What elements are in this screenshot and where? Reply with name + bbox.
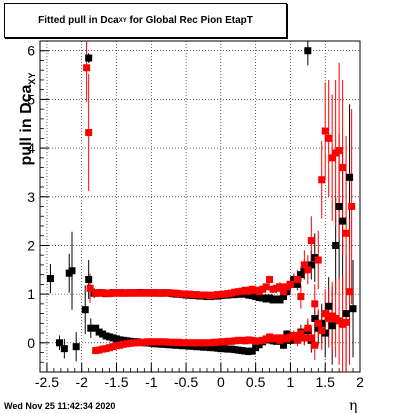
- x-tick-label: -2: [76, 374, 89, 390]
- red-data-point: [300, 334, 308, 342]
- red-data-point: [293, 276, 301, 284]
- black-data-point: [81, 306, 89, 314]
- x-tick-label: 1: [287, 374, 295, 390]
- black-data-point: [339, 217, 347, 225]
- x-tick-label: -2.5: [35, 374, 59, 390]
- x-tick-label: 2: [356, 374, 364, 390]
- black-data-point: [279, 293, 287, 301]
- y-tick-label: 1: [27, 286, 35, 302]
- title-rest: for Global Rec Pion EtapT: [126, 15, 253, 26]
- red-data-point: [325, 134, 333, 142]
- tick-label-layer: -2.5 -2 -1.5 -1 -0.5 0 0.5 1 1.5 2 0 1 2 3 4 5 6: [27, 43, 364, 390]
- red-data-point: [262, 283, 270, 291]
- red-data-point: [307, 237, 315, 245]
- grid-layer: [40, 41, 361, 372]
- red-data-point: [304, 324, 312, 332]
- black-data-point: [325, 302, 333, 310]
- tick-layer: [40, 50, 361, 372]
- black-data-point: [279, 341, 287, 349]
- y-tick-label: 2: [27, 237, 35, 253]
- black-data-point: [311, 314, 319, 322]
- black-data-point: [328, 322, 336, 330]
- red-data-point: [290, 331, 298, 339]
- red-data-point: [279, 288, 287, 296]
- red-data-point: [86, 284, 94, 292]
- red-data-point: [314, 319, 322, 327]
- x-tick-label: 0: [217, 374, 225, 390]
- title-main: Fitted pull in Dca: [38, 15, 119, 26]
- black-data-point: [335, 203, 343, 210]
- y-tick-label: 6: [27, 43, 35, 59]
- red-data-point: [293, 336, 301, 344]
- red-data-point: [85, 129, 93, 137]
- title-sub: XY: [118, 17, 127, 24]
- x-tick-label: -1.5: [104, 374, 128, 390]
- red-data-point: [342, 229, 350, 237]
- datestamp: Wed Nov 25 11:42:34 2020: [4, 401, 116, 411]
- red-data-point: [318, 327, 326, 335]
- red-data-point: [321, 127, 329, 135]
- red-data-point: [300, 261, 308, 269]
- black-data-point: [332, 241, 340, 249]
- black-data-point: [297, 271, 305, 279]
- red-data-point: [286, 280, 294, 288]
- red-data-point: [335, 147, 343, 155]
- red-data-point: [321, 310, 329, 318]
- red-data-point: [311, 341, 319, 349]
- red-data-point: [328, 154, 336, 162]
- red-data-point: [307, 334, 315, 342]
- black-data-point: [72, 343, 80, 351]
- black-data-point: [304, 47, 312, 55]
- plot-frame: [39, 40, 361, 373]
- y-tick-label: 5: [27, 91, 35, 107]
- y-tick-label: 4: [27, 140, 35, 156]
- red-data-point: [318, 176, 326, 184]
- red-data-point: [83, 64, 91, 72]
- red-data-point: [339, 164, 347, 172]
- black-data-point: [346, 173, 354, 181]
- black-data-point: [293, 280, 301, 288]
- black-data-point: [68, 267, 76, 275]
- black-data-point: [55, 339, 63, 347]
- red-data-point: [348, 203, 356, 210]
- red-data-point: [311, 300, 319, 308]
- red-data-point: [276, 283, 284, 291]
- black-data-point: [87, 324, 95, 332]
- red-data-point: [314, 256, 322, 264]
- x-axis-label: η: [349, 398, 358, 414]
- errorbar-layer: [49, 41, 354, 372]
- red-data-point: [297, 293, 305, 301]
- marker-layer: [46, 47, 357, 356]
- black-data-point: [307, 261, 315, 269]
- black-data-point: [92, 324, 100, 332]
- black-data-point: [46, 275, 54, 283]
- red-data-point: [346, 288, 354, 296]
- x-tick-label: -0.5: [174, 374, 198, 390]
- red-data-point: [342, 318, 350, 326]
- title-box: Fitted pull in Dca XY for Global Rec Pion…: [4, 3, 287, 38]
- y-tick-label: 0: [27, 335, 35, 351]
- red-data-point: [297, 329, 305, 337]
- red-data-point: [266, 276, 274, 284]
- black-data-point: [342, 310, 350, 318]
- black-data-point: [85, 276, 93, 284]
- x-tick-label: 0.5: [246, 374, 266, 390]
- y-tick-label: 3: [27, 189, 35, 205]
- black-data-point: [349, 305, 357, 313]
- x-tick-label: -1: [145, 374, 158, 390]
- black-data-point: [60, 345, 68, 353]
- red-data-point: [304, 266, 312, 274]
- x-tick-label: 1.5: [315, 374, 335, 390]
- black-data-point: [85, 54, 93, 62]
